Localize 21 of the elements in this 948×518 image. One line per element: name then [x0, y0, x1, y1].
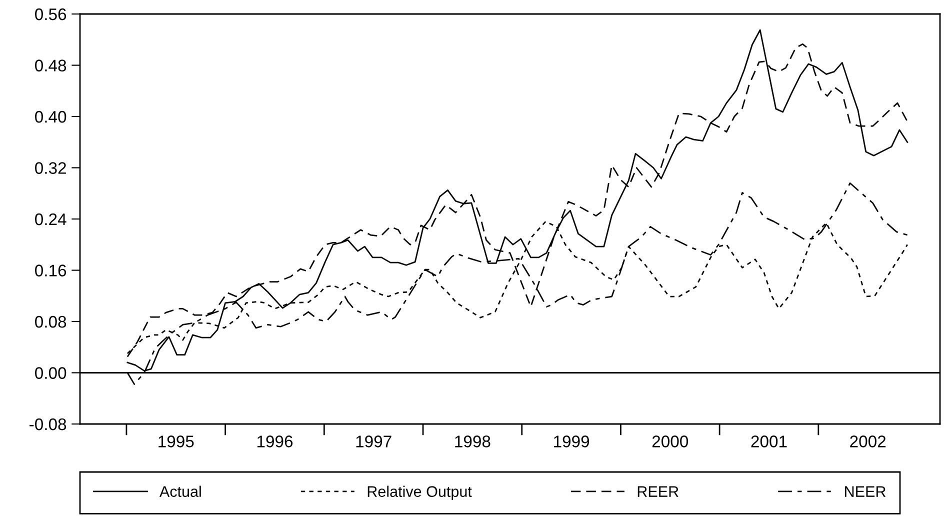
legend-label: REER	[638, 486, 678, 497]
y-tick-label: 0.24	[35, 213, 66, 226]
legend-label: Actual	[159, 486, 201, 497]
legend-label: NEER	[845, 486, 886, 497]
y-tick-label: 0.40	[35, 110, 66, 123]
x-tick-label: 2002	[850, 436, 886, 448]
x-tick-label: 1999	[554, 436, 590, 448]
y-tick-label: 0.08	[35, 316, 66, 328]
y-tick-label: 0.32	[35, 162, 66, 174]
y-tick-label: 0.16	[35, 264, 66, 276]
x-tick-label: 2000	[652, 436, 688, 448]
legend-label: Relative Output	[368, 486, 472, 500]
y-tick-label: 0.00	[35, 367, 66, 379]
y-tick-label: 0.48	[35, 60, 66, 72]
y-tick-label: 0.56	[35, 8, 66, 20]
x-tick-label: 1996	[257, 436, 293, 448]
x-tick-label: 2001	[751, 436, 787, 448]
x-tick-label: 1997	[356, 436, 392, 448]
y-tick-label: -0.08	[30, 418, 66, 430]
x-tick-label: 1995	[158, 436, 194, 448]
x-tick-label: 1998	[455, 436, 490, 448]
